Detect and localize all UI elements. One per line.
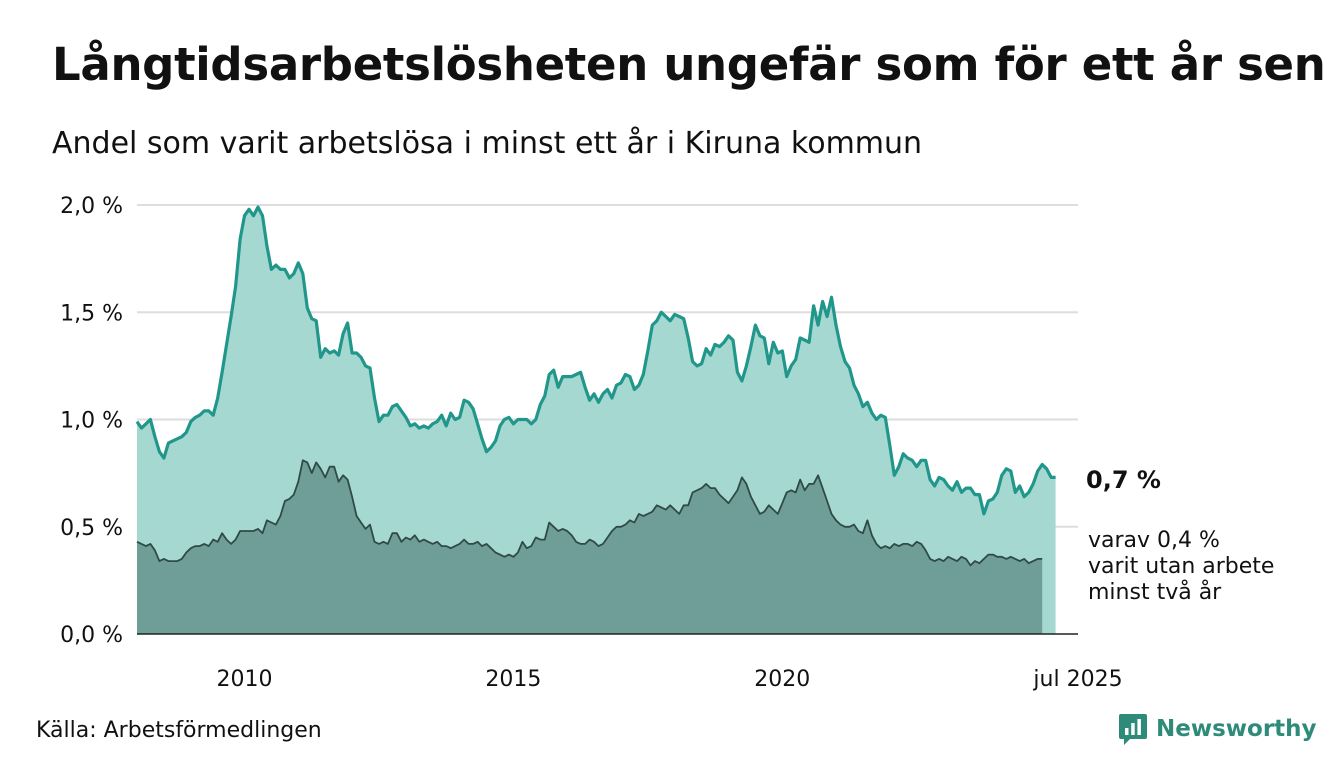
end-label-sub-1: varav 0,4 % — [1088, 528, 1220, 553]
brand-name: Newsworthy — [1156, 716, 1317, 742]
end-label-main: 0,7 % — [1086, 466, 1161, 494]
y-axis-ticks: 0,0 % 0,5 % 1,0 % 1,5 % 2,0 % — [60, 194, 123, 648]
y-tick-label-2: 1,0 % — [60, 409, 123, 434]
series-1-line — [135, 205, 1056, 516]
series-areas — [135, 205, 1078, 635]
x-tick-label-3: jul 2025 — [1032, 667, 1122, 692]
y-tick-label-3: 1,5 % — [60, 301, 123, 326]
newsworthy-logo-icon — [1119, 714, 1147, 745]
x-tick-label-2: 2020 — [754, 667, 810, 692]
x-tick-label-0: 2010 — [217, 667, 273, 692]
end-label-sub-2: varit utan arbete — [1088, 554, 1274, 579]
x-tick-label-1: 2015 — [485, 667, 541, 692]
chart-subtitle: Andel som varit arbetslösa i minst ett å… — [52, 126, 923, 161]
y-tick-label-0: 0,0 % — [60, 623, 123, 648]
y-tick-label-1: 0,5 % — [60, 516, 123, 541]
series-2-area — [137, 460, 1043, 634]
brand-logo[interactable]: Newsworthy — [1118, 712, 1317, 746]
y-tick-label-4: 2,0 % — [60, 194, 123, 219]
x-axis-ticks: 2010 2015 2020 jul 2025 — [217, 667, 1123, 692]
end-labels: 0,7 % varav 0,4 % varit utan arbete mins… — [1086, 466, 1274, 605]
end-label-sub-3: minst två år — [1088, 579, 1222, 605]
source-note: Källa: Arbetsförmedlingen — [36, 718, 322, 743]
chart-title: Långtidsarbetslösheten ungefär som för e… — [52, 38, 1326, 91]
series-2-line — [136, 459, 1043, 567]
